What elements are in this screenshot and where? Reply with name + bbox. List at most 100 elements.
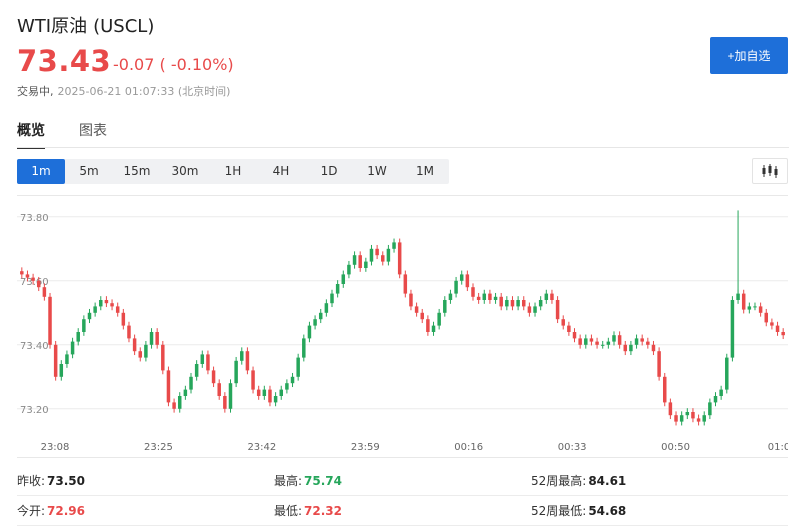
candle-body [533,306,537,313]
candle-body [127,325,131,339]
candle-body [595,341,599,345]
candle-body [431,325,436,332]
candle-body [381,255,385,262]
candle-body [471,287,475,297]
add-watchlist-button[interactable]: +加自选 [710,37,788,74]
candle-body [775,325,780,332]
candle-body [713,396,718,403]
candle-body [31,277,35,281]
candle-body [245,351,250,371]
candle-body [482,293,487,300]
candle-body [144,344,148,358]
candle-body [189,376,193,390]
stat-label: 最低: [274,504,303,518]
period-1h[interactable]: 1H [224,164,242,178]
stat-label: 52周最高: [531,474,587,488]
candle-body [177,396,182,409]
candle-body [290,376,295,384]
period-1w[interactable]: 1W [367,164,387,178]
period-1m[interactable]: 1m [17,159,65,184]
candle-body [87,312,92,320]
y-tick-label: 73.60 [20,277,49,288]
candle-body [166,370,171,403]
candle-body [448,293,453,300]
candle-body [358,255,362,268]
period-5m[interactable]: 5m [79,164,99,178]
x-tick-label: 23:25 [144,442,173,453]
candle-body [234,360,238,384]
candle-body [138,351,143,358]
candle-body [251,370,255,390]
status-timestamp: 2025-06-21 01:07:33 (北京时间) [57,85,231,98]
candle-body [657,351,661,377]
tab-overview[interactable]: 概览 [17,120,45,149]
candle-body [781,332,785,336]
period-30m[interactable]: 30m [171,164,199,178]
candle-body [589,338,594,342]
status-label: 交易中, [17,85,54,98]
candle-body [194,364,199,377]
period-15m[interactable]: 15m [123,164,151,178]
candle-body [555,300,560,320]
candle-body [324,303,329,313]
candle-body [544,293,549,300]
candle-body [341,274,346,284]
period-1mo[interactable]: 1M [416,164,434,178]
candle-body [302,338,306,358]
candle-body [420,312,424,320]
candle-body [307,325,312,339]
candle-body [465,274,470,288]
stat-label: 昨收: [17,474,46,488]
candle-body [262,389,267,396]
candle-body [493,296,498,300]
candle-body [753,306,757,308]
candle-body [640,338,644,342]
candle-body [42,287,47,297]
x-tick-label: 00:33 [558,442,587,453]
candle-body [606,341,611,345]
x-tick-label: 00:50 [661,442,690,453]
candle-body [296,357,300,377]
stat-value: 75.74 [304,474,343,488]
x-tick-label: 23:59 [351,442,380,453]
candle-body [634,338,639,345]
period-4h[interactable]: 4H [272,164,290,178]
candle-body [459,274,464,281]
candle-body [240,351,244,361]
candle-body [612,335,616,342]
candle-body [36,280,41,288]
candle-body [397,242,402,275]
candle-body [758,306,763,313]
candle-body [206,354,210,371]
stat-value: 73.50 [47,474,86,488]
candle-body [747,306,752,310]
candle-body [668,402,673,416]
last-price: 73.43 [17,44,112,78]
candle-body [82,319,86,332]
candle-body [646,341,650,345]
candle-body [679,415,684,422]
candle-body [318,312,323,320]
stat-value: 72.32 [304,504,343,518]
candle-body [76,332,80,342]
chart-type-button[interactable] [752,158,788,184]
tab-divider [17,147,789,148]
candle-body [211,370,216,384]
candle-body [488,293,492,300]
price-change: -0.07 ( -0.10%) [113,55,234,74]
candle-body [217,383,221,396]
instrument-code: (USCL) [93,16,155,37]
period-1d[interactable]: 1D [320,164,338,178]
candle-body [172,402,176,409]
candle-body [375,248,379,256]
x-tick-label: 23:08 [41,442,70,453]
stat-52w-low: 52周最低: 54.68 [531,502,788,519]
y-tick-label: 73.80 [20,213,49,224]
tab-chart[interactable]: 图表 [79,123,107,139]
price-chart[interactable]: 73.80 73.60 73.40 73.20 23:08 23:25 23:42 23:59… [17,195,788,458]
stat-value: 84.61 [588,474,627,488]
candle-body [691,412,695,419]
candle-body [364,261,368,268]
candle-body [330,293,334,304]
candle-body [567,325,571,332]
